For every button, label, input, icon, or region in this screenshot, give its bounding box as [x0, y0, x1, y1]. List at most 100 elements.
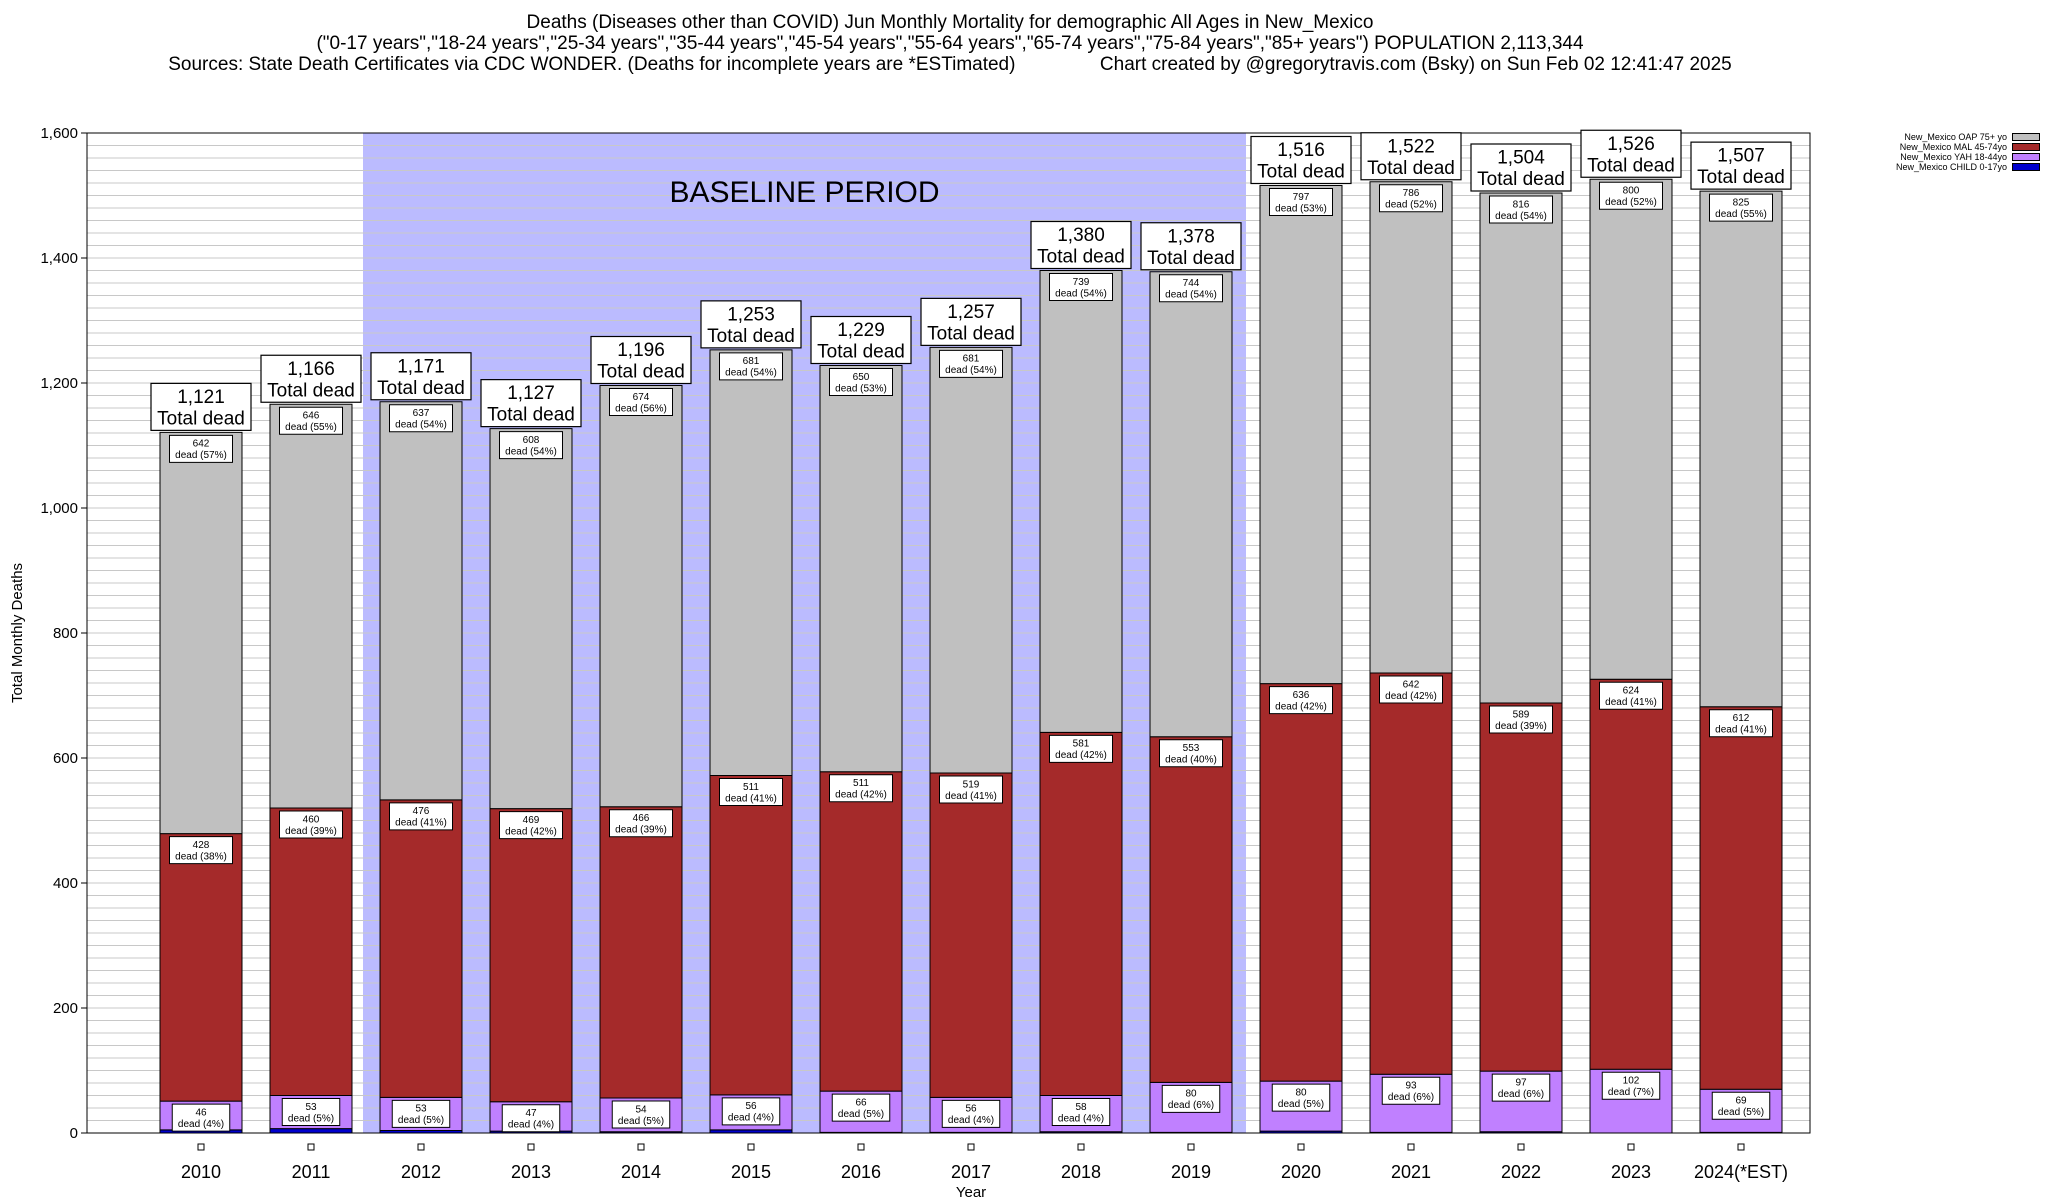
total-label-text: Total dead — [1147, 248, 1235, 269]
x-marker — [1407, 1143, 1415, 1151]
segment-data-label-text: 642 — [1403, 679, 1420, 690]
segment-data-label-text: 93 — [1405, 1081, 1417, 1092]
segment-data-label-box — [1049, 273, 1113, 301]
segment-data-label-box — [1599, 681, 1663, 710]
x-marker — [1077, 1143, 1085, 1151]
segment-data-label-text: dead (54%) — [505, 446, 557, 457]
bar-segment — [1039, 731, 1123, 1096]
segment-data-label-box — [501, 1104, 561, 1133]
segment-data-label-text: dead (6%) — [1388, 1092, 1434, 1103]
total-label-box — [920, 297, 1022, 346]
segment-data-label-text: 624 — [1623, 686, 1640, 697]
segment-data-label-box — [1711, 1091, 1771, 1120]
segment-data-label-text: dead (39%) — [615, 825, 667, 836]
segment-data-label-box — [1599, 181, 1663, 210]
legend-item-mal: New_Mexico MAL 45-74yo — [1850, 142, 2040, 152]
total-label-text: Total dead — [707, 326, 795, 347]
legend-swatch-oap — [2012, 133, 2040, 141]
segment-data-label-text: dead (54%) — [1495, 211, 1547, 222]
segment-data-label-box — [829, 368, 893, 396]
segment-data-label-box — [279, 810, 343, 839]
segment-data-label-text: 428 — [193, 840, 210, 851]
segment-data-label-text: 797 — [1293, 192, 1310, 203]
bar-segment — [1369, 181, 1453, 674]
x-tick-label: 2020 — [1281, 1162, 1321, 1182]
bar-segment — [1479, 702, 1563, 1072]
segment-data-label-text: 786 — [1403, 188, 1420, 199]
total-label-text: Total dead — [1037, 247, 1125, 268]
segment-data-label-text: dead (5%) — [1718, 1107, 1764, 1118]
segment-data-label-text: 46 — [195, 1107, 207, 1118]
segment-data-label-box — [1049, 734, 1113, 763]
total-label-text: Total dead — [1697, 167, 1785, 188]
legend-item-child: New_Mexico CHILD 0-17yo — [1850, 162, 2040, 172]
total-label-box — [590, 335, 692, 385]
segment-data-label-text: 53 — [305, 1102, 317, 1113]
segment-data-label-box — [1709, 193, 1773, 222]
segment-data-label-box — [1379, 675, 1443, 704]
segment-data-label-text: dead (4%) — [728, 1113, 774, 1124]
segment-data-label-box — [1159, 274, 1223, 303]
bar-segment — [1699, 190, 1783, 708]
segment-data-label-box — [1271, 1083, 1331, 1112]
y-tick-label: 1,600 — [40, 125, 78, 142]
segment-data-label-text: 636 — [1293, 690, 1310, 701]
segment-data-label-box — [389, 404, 453, 433]
segment-data-label-box — [609, 388, 673, 416]
bar-segment — [1699, 706, 1783, 1090]
segment-data-label-text: 816 — [1513, 199, 1530, 210]
segment-data-label-text: 642 — [193, 439, 210, 450]
legend-swatch-mal — [2012, 143, 2040, 151]
segment-data-label-text: 53 — [415, 1104, 427, 1115]
segment-data-label-text: dead (7%) — [1608, 1087, 1654, 1098]
total-label-text: 1,229 — [837, 320, 885, 341]
x-marker — [1737, 1143, 1745, 1151]
x-tick-label: 2015 — [731, 1162, 771, 1182]
segment-data-label-box — [1381, 1076, 1441, 1105]
segment-data-label-text: 469 — [523, 815, 540, 826]
segment-data-label-text: dead (4%) — [508, 1120, 554, 1131]
legend-swatch-yah — [2012, 153, 2040, 161]
segment-data-label-text: dead (54%) — [1165, 290, 1217, 301]
total-label-text: Total dead — [597, 362, 685, 383]
total-label-text: 1,127 — [507, 383, 555, 404]
segment-data-label-text: 646 — [303, 411, 320, 422]
legend-swatch-child — [2012, 163, 2040, 171]
x-marker — [857, 1143, 865, 1151]
total-label-text: Total dead — [1477, 169, 1565, 190]
segment-data-label-box — [1489, 705, 1553, 734]
total-label-text: Total dead — [817, 342, 905, 363]
total-label-box — [370, 352, 472, 401]
segment-data-label-text: dead (53%) — [835, 383, 887, 394]
segment-data-label-box — [719, 352, 783, 381]
segment-data-label-box — [389, 802, 453, 831]
total-label-box — [1470, 143, 1572, 192]
chart-title-line-1: Deaths (Diseases other than COVID) Jun M… — [526, 12, 1374, 33]
segment-data-label-text: 800 — [1623, 186, 1640, 197]
bar-segment — [929, 346, 1013, 774]
segment-data-label-box — [609, 809, 673, 838]
total-label-text: 1,171 — [397, 356, 445, 377]
segment-data-label-text: 681 — [963, 354, 980, 365]
segment-data-label-text: dead (52%) — [1385, 200, 1437, 211]
x-marker — [1297, 1143, 1305, 1151]
x-tick-label: 2018 — [1061, 1162, 1101, 1182]
segment-data-label-text: dead (42%) — [1385, 691, 1437, 702]
chart-title: Deaths (Diseases other than COVID) Jun M… — [0, 12, 1900, 75]
x-marker — [527, 1143, 535, 1151]
total-label-text: 1,196 — [617, 340, 665, 361]
total-label-text: Total dead — [1367, 158, 1455, 179]
total-label-box — [1030, 220, 1132, 270]
segment-data-label-box — [941, 1099, 1001, 1128]
segment-data-label-box — [1491, 1073, 1551, 1102]
segment-data-label-text: 97 — [1515, 1077, 1527, 1088]
segment-data-label-text: dead (55%) — [1715, 209, 1767, 220]
segment-data-label-box — [499, 431, 563, 460]
segment-data-label-text: dead (39%) — [1495, 721, 1547, 732]
segment-data-label-text: 47 — [525, 1108, 537, 1119]
segment-data-label-text: 56 — [965, 1104, 977, 1115]
chart-title-line-3: Sources: State Death Certificates via CD… — [168, 54, 1732, 75]
segment-data-label-text: dead (41%) — [1715, 725, 1767, 736]
segment-data-label-box — [1159, 739, 1223, 768]
